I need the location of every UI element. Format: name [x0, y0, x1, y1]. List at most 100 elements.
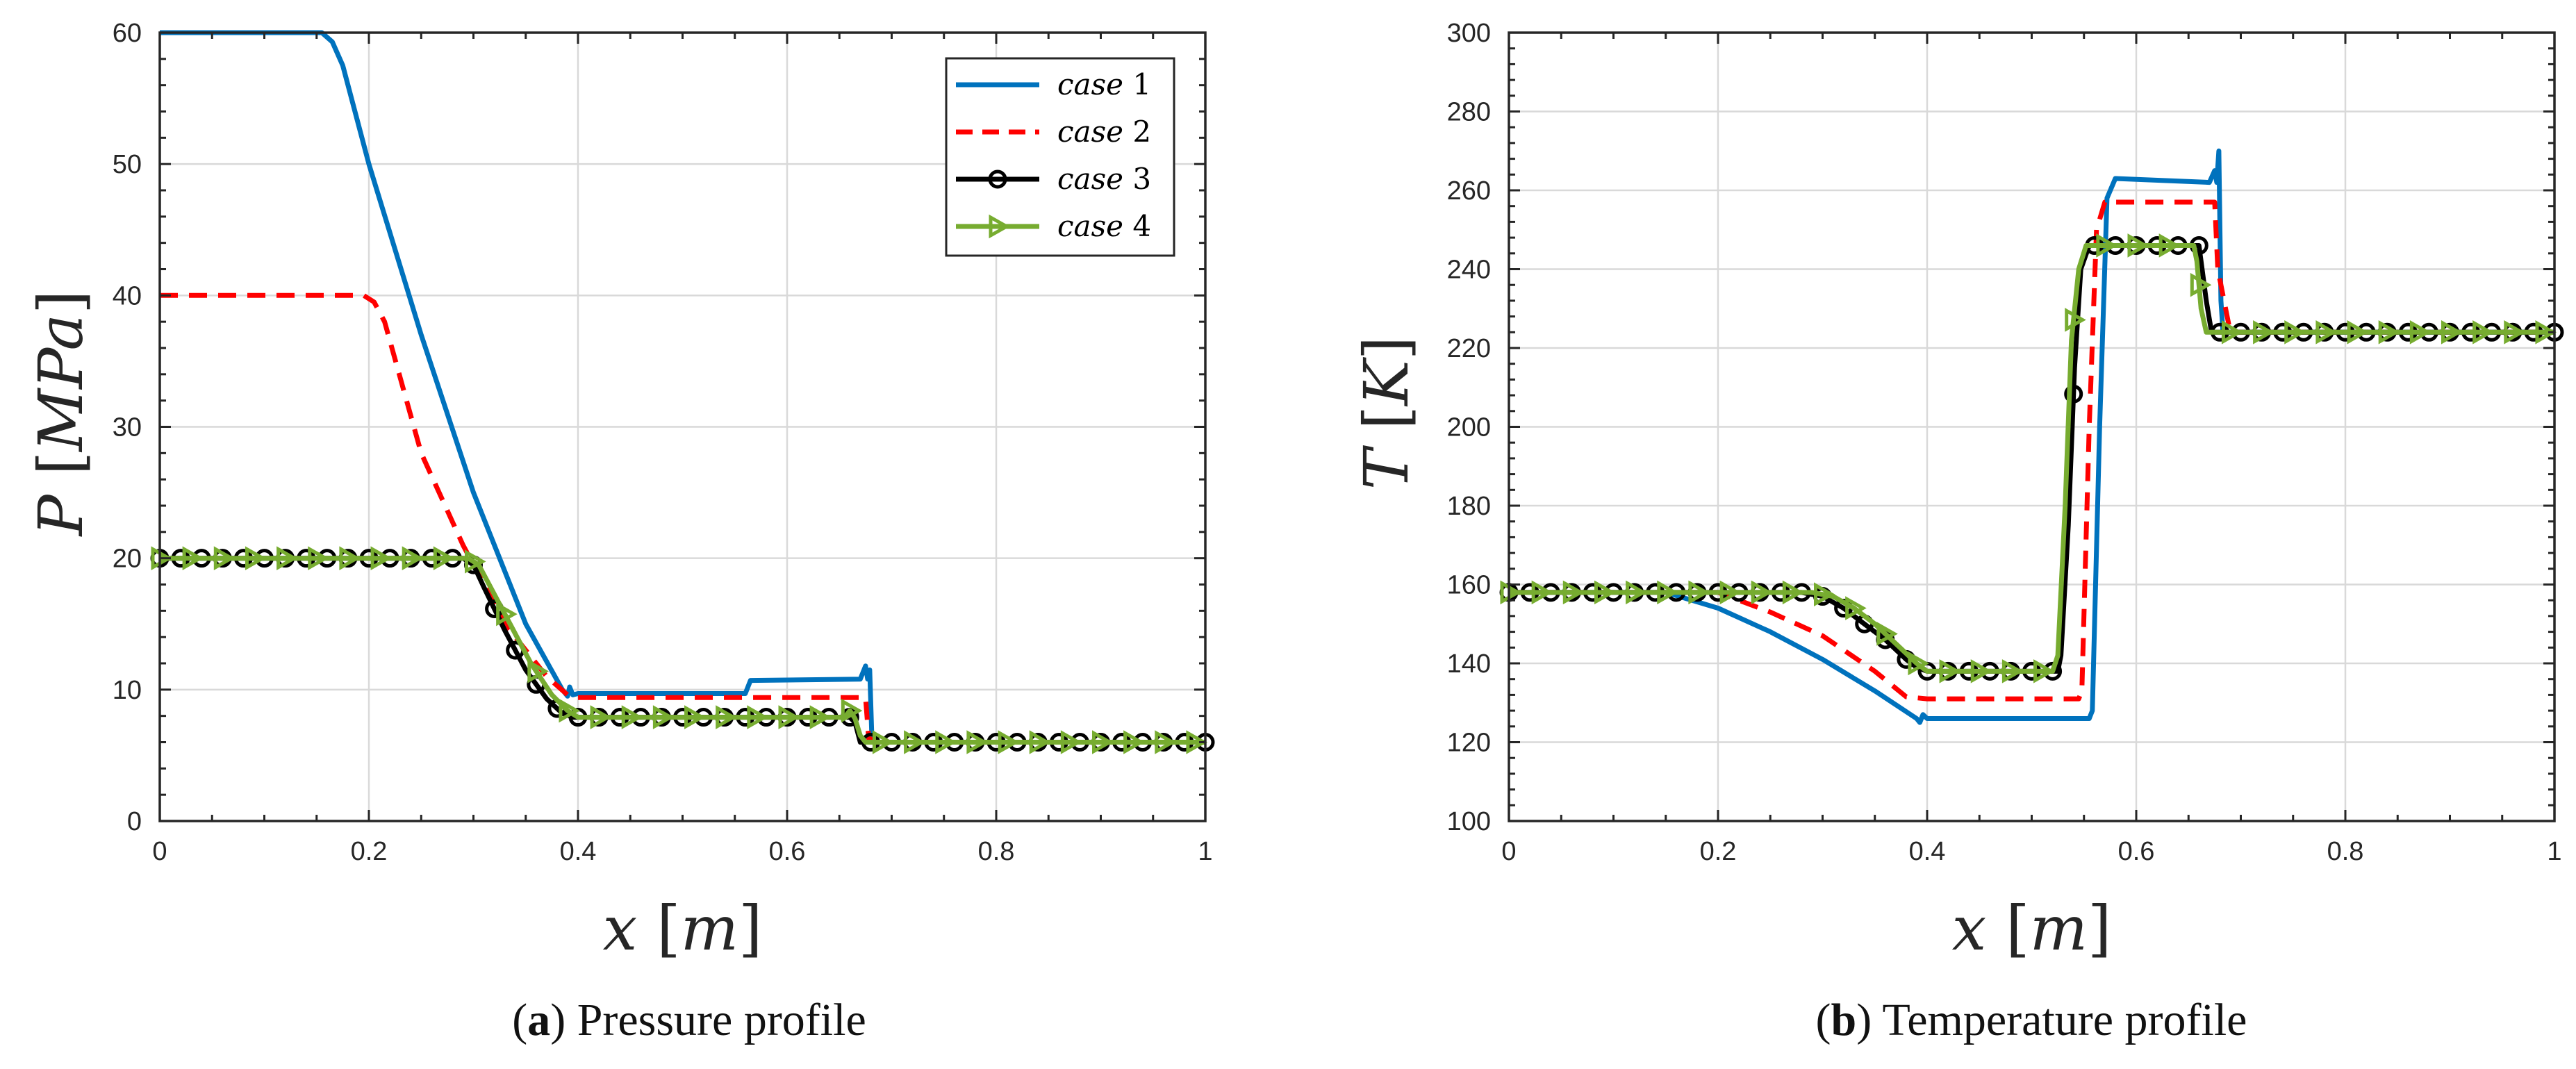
- panel-b-marker-case4-26: [2315, 320, 2337, 345]
- panel-b-marker-case4-7: [1719, 580, 1742, 605]
- panel-b-ytick-label-6: 220: [1447, 334, 1491, 363]
- panel-b-ticks: 0 0.2 0.4 0.6 0.8 1 100 120 140 160 180 200 220 240 26…: [1447, 19, 2562, 866]
- legend-marker-case3: [988, 169, 1007, 189]
- panel-b-marker-case4-19: [2096, 233, 2117, 258]
- panel-a-marker-case4-18: [716, 705, 737, 729]
- panel-a-ytick-label-3: 30: [113, 413, 142, 442]
- panel-b-line-case3: [1509, 243, 2554, 674]
- panel-a-marker-case4-29: [1060, 730, 1082, 754]
- panel-a-marker-case4-31: [1123, 730, 1145, 754]
- panel-b-xtick-label-4: 0.8: [2327, 837, 2364, 866]
- legend-entry-case1: case 1: [956, 67, 1151, 101]
- panel-b-marker-case4-13: [1908, 651, 1930, 676]
- panel-b-caption-letter: b: [1831, 995, 1857, 1045]
- panel-a-marker-case4-2: [213, 546, 236, 570]
- legend-entry-case3: case 3: [956, 162, 1151, 196]
- panel-b-marker-case4-6: [1688, 580, 1710, 605]
- panel-a-ytick-label-6: 60: [113, 19, 142, 48]
- panel-a-marker-case4-9: [433, 546, 455, 570]
- panel-b-ytick-label-1: 120: [1447, 729, 1491, 758]
- panel-b-marker-case4-5: [1657, 580, 1678, 605]
- panel-b-marker-case4-27: [2347, 320, 2369, 345]
- panel-a-ytick-label-1: 10: [113, 676, 142, 705]
- panel-b-marker-case4-30: [2441, 320, 2463, 345]
- panel-a-marker-case4-6: [339, 546, 361, 570]
- legend-label-case3: case 3: [1057, 162, 1151, 196]
- panel-a-xtick-label-4: 0.8: [978, 837, 1015, 866]
- panel-b-series: [1499, 148, 2564, 725]
- panel-b-marker-case4-16: [2001, 659, 2024, 683]
- panel-a-xlabel-var: x: [603, 893, 638, 964]
- panel-a-marker-case4-33: [1186, 730, 1208, 754]
- panel-b-ytick-label-5: 200: [1447, 413, 1491, 442]
- panel-b-marker-case4-10: [1814, 582, 1835, 606]
- panel-a-xtick-label-1: 0.2: [351, 837, 388, 866]
- legend-label-case4: case 4: [1057, 209, 1151, 243]
- panel-b-grid: [1508, 31, 2556, 822]
- panel-b-caption: (b) Temperature profile: [1816, 995, 2247, 1045]
- panel-a-xtick-label-2: 0.4: [560, 837, 597, 866]
- panel-b-marker-case4-12: [1876, 622, 1898, 646]
- panel-b-temperature: 0 0.2 0.4 0.6 0.8 1 100 120 140 160 180 200 220 240 26…: [1351, 19, 2564, 1045]
- panel-a-xtick-label-3: 0.6: [769, 837, 806, 866]
- panel-b-marker-case4-17: [2033, 659, 2055, 683]
- panel-b-xtick-label-1: 0.2: [1700, 837, 1737, 866]
- panel-b-line-case4: [1509, 243, 2554, 674]
- panel-b-caption-text: Temperature profile: [1883, 995, 2247, 1045]
- panel-a-caption: (a) Pressure profile: [512, 995, 866, 1045]
- panel-a-marker-case4-8: [402, 546, 424, 570]
- panel-b-marker-case4-29: [2409, 320, 2431, 345]
- panel-a-marker-case4-30: [1092, 730, 1114, 754]
- panel-b-marker-case4-21: [2158, 233, 2181, 258]
- panel-b-ytick-label-9: 280: [1447, 98, 1491, 127]
- panel-a-ytick-label-4: 40: [113, 281, 142, 310]
- panel-a-marker-case4-28: [1029, 730, 1051, 754]
- panel-a-ylabel-unit: MPa: [25, 314, 97, 453]
- panel-a-marker-case4-15: [621, 705, 643, 729]
- panel-b-ytick-label-0: 100: [1447, 807, 1491, 836]
- panel-a-caption-text: Pressure profile: [577, 995, 866, 1045]
- panel-b-xlabel-unit: m: [2030, 893, 2088, 964]
- panel-a-line-case4: [160, 556, 1205, 745]
- panel-a-marker-case4-12: [527, 659, 549, 683]
- panel-b-ytick-label-3: 160: [1447, 571, 1491, 600]
- panel-b-marker-case4-24: [2253, 320, 2274, 345]
- panel-a-marker-case4-22: [841, 698, 863, 723]
- panel-b-ytick-label-4: 180: [1447, 492, 1491, 521]
- panel-a-line-case2: [160, 292, 1205, 745]
- panel-a-marker-case4-3: [245, 546, 267, 570]
- panel-a-marker-case4-17: [684, 705, 706, 729]
- panel-b-marker-case4-9: [1782, 580, 1804, 605]
- panel-b-marker-case4-2: [1562, 580, 1585, 605]
- panel-b-ytick-label-7: 240: [1447, 256, 1491, 285]
- panel-a-marker-case4-20: [778, 705, 800, 729]
- panel-a-ylabel: P [MPa]: [25, 290, 97, 538]
- panel-b-ytick-label-8: 260: [1447, 176, 1491, 206]
- panel-a-marker-case4-27: [998, 730, 1020, 754]
- panel-a-ytick-label-2: 20: [113, 545, 142, 574]
- panel-a-marker-case4-26: [966, 730, 988, 754]
- panel-b-ylabel: T [K]: [1351, 336, 1422, 490]
- legend-entry-case2: case 2: [956, 115, 1151, 149]
- panel-b-marker-case4-25: [2284, 320, 2306, 345]
- panel-b-marker-case4-31: [2472, 320, 2494, 345]
- panel-a-marker-case4-4: [276, 546, 298, 570]
- legend-label-case1: case 1: [1057, 67, 1151, 101]
- panel-a-marker-case4-21: [809, 705, 832, 729]
- panel-a-marker-case4-7: [370, 546, 393, 570]
- panel-a-marker-case4-14: [590, 705, 612, 729]
- panel-b-xtick-label-3: 0.6: [2118, 837, 2155, 866]
- panel-a-marker-case4-24: [904, 730, 925, 754]
- panel-b-ytick-label-2: 140: [1447, 649, 1491, 679]
- legend-marker-case4: [989, 214, 1011, 239]
- legend-box: [945, 57, 1175, 257]
- panel-a-marker-case4-32: [1155, 730, 1176, 754]
- panel-a-series: [150, 30, 1215, 754]
- panel-a-ytick-label-0: 0: [127, 807, 142, 836]
- panel-a-line-case3: [160, 556, 1205, 745]
- panel-b-marker-case4-32: [2504, 320, 2525, 345]
- panel-b-xtick-label-2: 0.4: [1909, 837, 1946, 866]
- panel-a-marker-case4-25: [935, 730, 957, 754]
- panel-b-xtick-label-5: 1: [2547, 837, 2561, 866]
